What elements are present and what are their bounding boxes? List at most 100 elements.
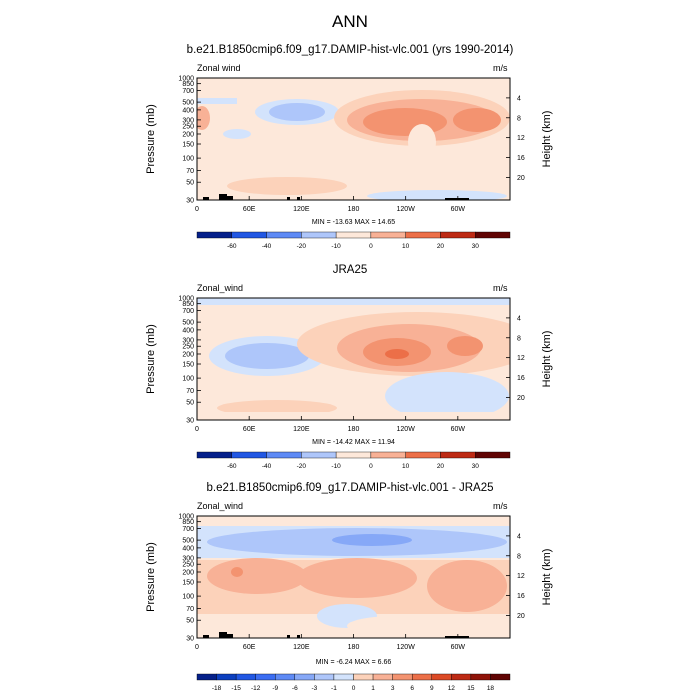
colorbar-label: 6 [410, 685, 414, 692]
colorbar-label: 30 [472, 243, 480, 250]
colorbar-swatch [335, 451, 372, 459]
x-tick-label: 60W [451, 644, 466, 650]
colorbar-swatch [370, 451, 406, 459]
topography-mask [287, 635, 290, 638]
height-tick-label: 20 [517, 613, 525, 620]
colorbar-swatch [451, 673, 472, 681]
colorbar-label: -10 [331, 243, 341, 250]
colorbar-swatch [231, 231, 267, 239]
contour-region [427, 560, 507, 612]
x-tick-label: 180 [348, 206, 360, 212]
colorbar-swatch [266, 451, 302, 459]
contour-region [347, 616, 447, 636]
contour-region [197, 78, 510, 88]
colorbar-label: -40 [262, 463, 272, 470]
colorbar-label: -40 [262, 243, 272, 250]
y-tick-label: 500 [182, 100, 194, 107]
colorbar-swatch [353, 673, 374, 681]
contour-region [453, 108, 501, 132]
topography-mask [445, 198, 469, 200]
y-tick-label: 100 [182, 156, 194, 163]
x-tick-label: 0 [195, 426, 199, 432]
panel-1-variable-label: Zonal wind [197, 63, 241, 73]
panel-1-chart: 3050701001502002503004005007008501000Pre… [145, 76, 553, 213]
contour-region [197, 106, 210, 130]
panel-3-colorbar: -18 -15 -12 -9 -6 -3 -1 0 1 3 6 9 12 15 18 [196, 673, 511, 692]
panel-1-units-label: m/s [493, 63, 508, 73]
y-tick-label: 30 [186, 198, 194, 205]
colorbar-swatch [301, 231, 337, 239]
contour-region [197, 298, 510, 305]
contour-region [197, 516, 510, 526]
height-tick-label: 12 [517, 355, 525, 362]
contour-region [385, 372, 509, 420]
y-tick-label: 300 [182, 117, 194, 124]
colorbar-swatch [431, 673, 452, 681]
y-axis-title: Pressure (mb) [145, 324, 157, 394]
panel-1-stats: MIN = -13.63 MAX = 14.65 [311, 219, 396, 226]
panel-3-chart: 3050701001502002503004005007008501000Pre… [145, 514, 553, 651]
x-tick-label: 60W [451, 206, 466, 212]
panel-3-units-label: m/s [493, 501, 508, 511]
y-tick-label: 250 [182, 344, 194, 351]
colorbar-label: 30 [472, 463, 480, 470]
y-tick-label: 700 [182, 308, 194, 315]
colorbar-label: 3 [391, 685, 395, 692]
y-axis-title: Pressure (mb) [145, 104, 157, 174]
colorbar-swatch [196, 673, 217, 681]
y-tick-label: 1000 [178, 514, 194, 521]
topography-mask [227, 634, 233, 638]
colorbar-label: 20 [437, 243, 445, 250]
height-tick-label: 8 [517, 553, 521, 560]
height-tick-label: 16 [517, 155, 525, 162]
panel-2-units-label: m/s [493, 283, 508, 293]
topography-mask [297, 197, 300, 200]
panel-1-colorbar: -60 -40 -20 -10 0 10 20 30 [196, 231, 511, 250]
colorbar-swatch [475, 451, 511, 459]
contour-region [231, 567, 243, 577]
x-tick-label: 120W [397, 426, 416, 432]
height-tick-label: 12 [517, 573, 525, 580]
panel-2-variable-label: Zonal_wind [197, 283, 244, 293]
colorbar-swatch [314, 673, 335, 681]
colorbar-label: -12 [251, 685, 261, 692]
topography-mask [203, 635, 209, 638]
y-tick-label: 300 [182, 555, 194, 562]
colorbar-label: -20 [297, 463, 307, 470]
topography-mask [219, 632, 227, 638]
height-tick-label: 20 [517, 175, 525, 182]
y-tick-label: 400 [182, 545, 194, 552]
x-tick-label: 60E [243, 206, 256, 212]
colorbar-swatch [370, 231, 406, 239]
colorbar-label: 15 [467, 685, 475, 692]
height-tick-label: 16 [517, 375, 525, 382]
colorbar-swatch [411, 673, 432, 681]
topography-mask [297, 635, 300, 638]
page-title: ANN [332, 12, 368, 31]
height-tick-label: 8 [517, 335, 521, 342]
y-tick-label: 700 [182, 88, 194, 95]
colorbar-swatch [392, 673, 413, 681]
colorbar-swatch [405, 231, 441, 239]
colorbar-label: 0 [369, 463, 373, 470]
colorbar-label: 20 [437, 463, 445, 470]
y-tick-label: 150 [182, 142, 194, 149]
contour-region [207, 558, 307, 594]
colorbar-label: -3 [311, 685, 317, 692]
y-tick-label: 70 [186, 168, 194, 175]
x-tick-label: 180 [348, 644, 360, 650]
colorbar-label: 10 [402, 243, 410, 250]
colorbar-label: 18 [487, 685, 495, 692]
y-tick-label: 400 [182, 107, 194, 114]
right-axis-title: Height (km) [541, 331, 553, 388]
y-tick-label: 30 [186, 636, 194, 643]
height-tick-label: 16 [517, 593, 525, 600]
y-tick-label: 70 [186, 606, 194, 613]
y-axis-title: Pressure (mb) [145, 542, 157, 612]
height-tick-label: 12 [517, 135, 525, 142]
colorbar-label: 1 [371, 685, 375, 692]
x-tick-label: 120W [397, 644, 416, 650]
y-tick-label: 100 [182, 376, 194, 383]
contour-field [197, 78, 510, 200]
colorbar-swatch [335, 231, 372, 239]
